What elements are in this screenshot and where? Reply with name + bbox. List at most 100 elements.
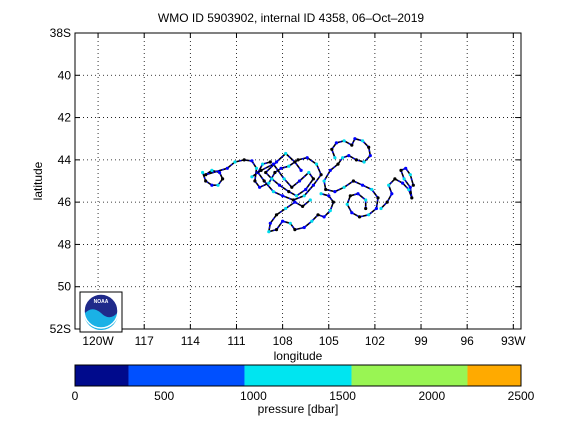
profile-point bbox=[301, 204, 305, 208]
profile-point bbox=[350, 211, 354, 215]
profile-point bbox=[302, 194, 306, 198]
float-track bbox=[250, 151, 315, 198]
float-track bbox=[267, 192, 335, 234]
colorbar-tick-label: 2500 bbox=[508, 389, 535, 403]
y-tick-label: 42 bbox=[58, 111, 72, 125]
profile-point bbox=[322, 215, 326, 219]
x-tick-label: 114 bbox=[181, 334, 200, 348]
float-tracks bbox=[201, 137, 415, 234]
x-tick-label: 108 bbox=[273, 334, 293, 348]
profile-point bbox=[204, 173, 208, 177]
profile-point bbox=[399, 168, 403, 172]
profile-point bbox=[270, 177, 274, 181]
y-axis-label: latitude bbox=[31, 161, 45, 200]
profile-point bbox=[368, 154, 372, 158]
track-line-low-pressure bbox=[202, 157, 322, 201]
x-tick-label: 96 bbox=[460, 334, 474, 348]
profile-point bbox=[271, 190, 275, 194]
profile-point bbox=[379, 206, 383, 211]
x-tick-label: 99 bbox=[414, 334, 428, 348]
track-line-low-pressure bbox=[251, 152, 314, 197]
profile-point bbox=[342, 185, 346, 189]
colorbar-frame bbox=[74, 364, 522, 387]
x-tick-label: 102 bbox=[365, 334, 385, 348]
profile-point bbox=[401, 181, 405, 185]
profile-point bbox=[408, 173, 412, 177]
colorbar-tick-label: 500 bbox=[154, 389, 174, 403]
profile-point bbox=[250, 175, 254, 179]
profile-point bbox=[296, 158, 300, 162]
x-tick-label: 93W bbox=[501, 334, 526, 348]
profile-point bbox=[293, 160, 297, 164]
colorbar-label: pressure [dbar] bbox=[258, 402, 339, 416]
profile-point bbox=[277, 183, 282, 187]
grid-lines bbox=[75, 32, 521, 330]
x-tick-label: 120W bbox=[82, 334, 114, 348]
profile-point bbox=[364, 206, 368, 211]
profile-point bbox=[279, 166, 283, 170]
profile-point bbox=[259, 168, 263, 172]
profile-point bbox=[334, 141, 338, 145]
profile-point bbox=[333, 156, 337, 160]
profile-point bbox=[407, 187, 411, 192]
profile-point bbox=[327, 194, 331, 198]
profile-point bbox=[404, 166, 408, 170]
profile-point bbox=[267, 230, 271, 234]
profile-point bbox=[221, 177, 225, 181]
profile-point bbox=[284, 206, 288, 211]
profile-point bbox=[341, 156, 345, 160]
profile-point bbox=[311, 183, 315, 187]
profile-point bbox=[274, 213, 279, 217]
float-track bbox=[201, 156, 323, 202]
profile-point bbox=[393, 177, 397, 181]
colorbar-band bbox=[244, 365, 352, 386]
profile-point bbox=[324, 187, 328, 192]
profile-point bbox=[282, 177, 286, 181]
profile-point bbox=[262, 179, 266, 183]
profile-point bbox=[274, 160, 279, 164]
profile-point bbox=[345, 202, 349, 206]
profile-point bbox=[284, 151, 288, 156]
y-tick-label: 50 bbox=[58, 280, 72, 294]
profile-point bbox=[353, 137, 357, 141]
y-tick-label: 48 bbox=[58, 237, 72, 251]
profile-point bbox=[281, 219, 285, 223]
colorbar-tick-label: 1000 bbox=[240, 389, 267, 403]
pressure-colorbar: 0 500 1000 1500 2000 2500 bbox=[72, 364, 535, 403]
colorbar-tick-label: 1500 bbox=[329, 389, 356, 403]
profile-point bbox=[302, 225, 306, 230]
profile-point bbox=[288, 221, 292, 225]
profile-point bbox=[264, 170, 268, 175]
profile-point bbox=[225, 166, 229, 170]
y-tick-label: 40 bbox=[58, 68, 72, 82]
profile-point bbox=[362, 160, 366, 164]
profile-point bbox=[250, 159, 254, 163]
colorbar-band bbox=[467, 365, 521, 386]
profile-point bbox=[308, 198, 312, 202]
x-tick-label: 111 bbox=[227, 334, 246, 348]
profile-point bbox=[268, 160, 272, 164]
y-tick-label: 46 bbox=[58, 195, 72, 209]
profile-point bbox=[314, 162, 319, 166]
profile-point bbox=[287, 190, 291, 194]
profile-point bbox=[242, 158, 246, 162]
profile-point bbox=[311, 177, 315, 181]
profile-point bbox=[367, 213, 371, 217]
float-track bbox=[322, 137, 380, 219]
profile-point bbox=[330, 147, 334, 151]
profile-point bbox=[287, 164, 291, 168]
profile-point bbox=[273, 170, 277, 175]
profile-point bbox=[390, 192, 394, 196]
profile-point bbox=[254, 166, 259, 170]
profile-point bbox=[210, 168, 214, 172]
profile-point bbox=[411, 183, 415, 187]
profile-point bbox=[294, 194, 299, 198]
profile-point bbox=[333, 190, 337, 194]
colorbar-band bbox=[351, 365, 468, 386]
profile-point bbox=[268, 221, 272, 225]
profile-point bbox=[376, 196, 380, 200]
profile-point bbox=[361, 139, 365, 143]
profile-point bbox=[210, 183, 214, 187]
profile-point bbox=[357, 215, 362, 219]
profile-point bbox=[356, 192, 360, 196]
